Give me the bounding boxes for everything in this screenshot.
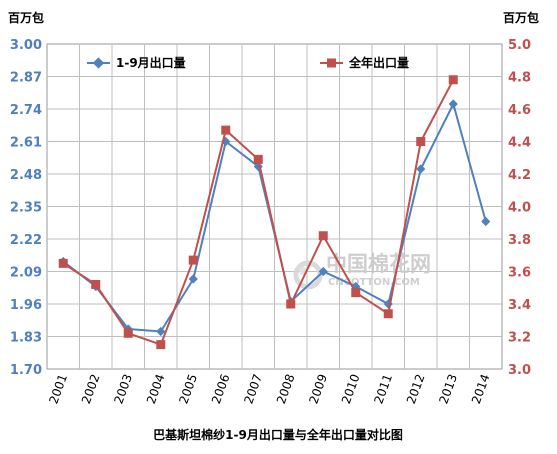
data-point (123, 328, 133, 338)
data-point (188, 274, 198, 284)
gridlines (47, 44, 502, 369)
data-point (253, 154, 263, 164)
y-right-tick-label: 3.0 (508, 363, 531, 378)
data-point (286, 299, 296, 309)
y-right-tick-label: 4.6 (508, 103, 531, 118)
x-tick-label: 2009 (306, 372, 330, 405)
watermark-text-cn: 中国棉花网 (326, 252, 431, 276)
x-tick-label: 2007 (241, 372, 265, 405)
data-point (318, 231, 328, 241)
data-point (383, 309, 393, 319)
data-point (156, 340, 166, 350)
y-left-tick-label: 2.61 (10, 136, 42, 151)
x-tick-label: 2004 (144, 372, 168, 405)
y-left-tick-label: 1.96 (10, 298, 42, 313)
y-left-tick-label: 2.48 (10, 168, 42, 183)
y-left-tick-label: 2.74 (10, 103, 42, 118)
y-axis-right-unit: 百万包 (503, 10, 539, 25)
data-point (188, 255, 198, 265)
x-tick-label: 2008 (274, 372, 298, 405)
data-point (448, 99, 458, 109)
y-left-tick-label: 3.00 (10, 38, 42, 53)
y-left-tick-label: 2.09 (10, 266, 42, 281)
chart-title: 巴基斯坦棉纱1-9月出口量与全年出口量对比图 (153, 427, 403, 442)
watermark-text-en: CNCOTTON.COM (328, 277, 420, 288)
legend-item-series-2: 全年出口量 (320, 55, 409, 70)
x-tick-label: 2010 (339, 372, 363, 405)
y-left-tick-label: 2.22 (10, 233, 42, 248)
data-point (448, 75, 458, 85)
data-point (351, 288, 361, 298)
x-tick-label: 2011 (371, 372, 395, 405)
y-right-tick-label: 4.2 (508, 168, 531, 183)
data-point (91, 280, 101, 289)
data-point (318, 266, 328, 277)
y-right-tick-label: 4.8 (508, 71, 531, 86)
y-right-tick-label: 3.6 (508, 266, 531, 281)
legend: 1-9月出口量 全年出口量 (87, 55, 409, 70)
x-tick-label: 2005 (176, 372, 200, 405)
x-tick-label: 2014 (469, 372, 493, 405)
x-tick-label: 2012 (404, 372, 428, 405)
legend-marker-series-2 (327, 58, 336, 68)
legend-label-series-1: 1-9月出口量 (116, 55, 186, 70)
y-right-tick-label: 5.0 (508, 38, 531, 53)
y-left-tick-label: 2.87 (10, 71, 42, 86)
y-right-tick-label: 3.4 (508, 298, 531, 313)
y-right-tick-label: 3.8 (508, 233, 531, 248)
y-right-tick-label: 3.2 (508, 331, 531, 346)
x-tick-label: 2006 (209, 372, 233, 405)
y-right-tick-label: 4.4 (508, 136, 531, 151)
data-point (481, 216, 491, 227)
x-tick-label: 2013 (436, 372, 460, 405)
y-axis-left-ticks: 1.70 1.83 1.96 2.09 2.22 2.35 2.48 2.61 2.74 2.87… (10, 38, 42, 378)
y-left-tick-label: 2.35 (10, 201, 42, 216)
series-layer (58, 75, 491, 350)
y-axis-right-ticks: 3.0 3.2 3.4 3.6 3.8 4.0 4.2 4.4 4.6 4.8 5.0 (508, 38, 531, 378)
y-left-tick-label: 1.70 (10, 363, 42, 378)
x-tick-label: 2003 (111, 372, 135, 405)
data-point (58, 258, 68, 268)
legend-label-series-2: 全年出口量 (348, 55, 409, 70)
data-point (416, 137, 426, 146)
x-tick-label: 2002 (79, 372, 103, 405)
y-left-tick-label: 1.83 (10, 331, 42, 346)
x-axis-ticks: 2001 2002 2003 2004 2005 2006 2007 2008 2009 2010… (46, 372, 492, 405)
data-point (416, 164, 426, 174)
x-tick-label: 2001 (46, 372, 70, 405)
data-point (221, 125, 231, 135)
y-right-tick-label: 4.0 (508, 201, 531, 216)
y-axis-left-unit: 百万包 (8, 10, 44, 25)
data-point (156, 326, 166, 337)
